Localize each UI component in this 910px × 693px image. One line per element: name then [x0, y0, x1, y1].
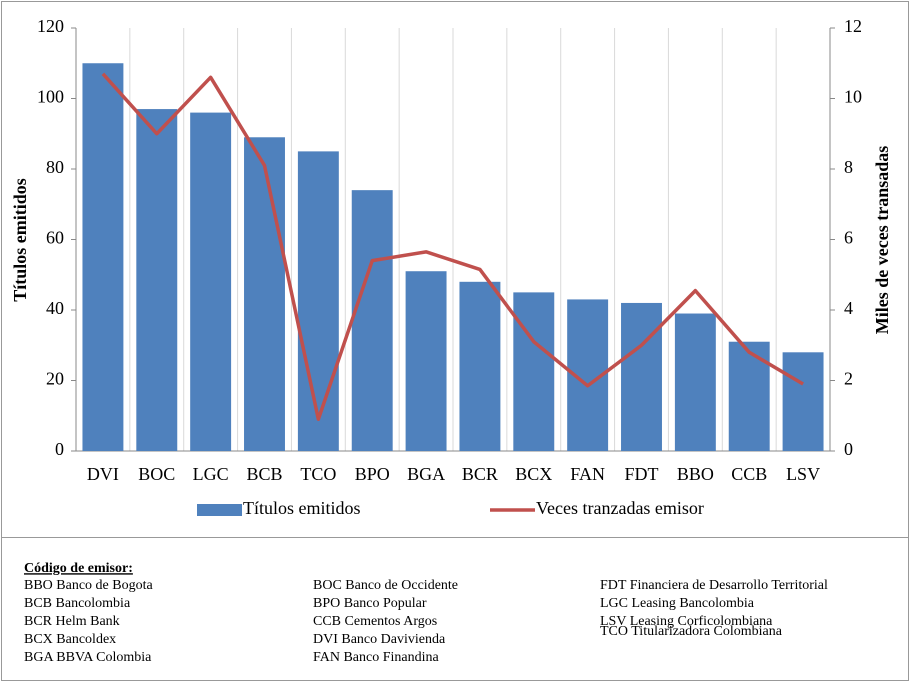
y-tick-label: 100	[37, 87, 64, 107]
notes-entry: TCO Titularizadora Colombiana	[600, 624, 783, 639]
y-axis-title: Títulos emitidos	[10, 178, 30, 302]
x-tick-label: FDT	[624, 464, 658, 484]
y2-tick-label: 6	[844, 228, 853, 248]
notes-entry: BOC Banco de Occidente	[313, 578, 458, 593]
y2-tick-label: 4	[844, 298, 853, 318]
y2-tick-label: 12	[844, 16, 862, 36]
x-tick-label: BGA	[407, 464, 445, 484]
bar	[459, 281, 501, 451]
x-tick-label: BOC	[138, 464, 175, 484]
legend-label: Veces tranzadas emisor	[536, 498, 704, 518]
x-tick-label: LGC	[193, 464, 229, 484]
y-tick-label: 0	[55, 439, 64, 459]
y2-tick-label: 0	[844, 439, 853, 459]
notes-entry: LSV Leasing Corficolombiana	[600, 614, 773, 629]
bar	[82, 63, 124, 451]
x-tick-label: BBO	[677, 464, 714, 484]
notes-entry: CCB Cementos Argos	[313, 614, 437, 629]
notes-title: Código de emisor:	[24, 561, 133, 576]
y2-tick-label: 2	[844, 369, 853, 389]
y-tick-label: 120	[37, 16, 64, 36]
notes-entry: BGA BBVA Colombia	[24, 650, 152, 665]
notes-entry: FDT Financiera de Desarrollo Territorial	[600, 578, 828, 593]
bar	[351, 190, 393, 451]
x-tick-label: BPO	[355, 464, 390, 484]
notes-entry: BPO Banco Popular	[313, 596, 427, 611]
bar	[244, 137, 285, 451]
y-tick-label: 80	[46, 157, 64, 177]
notes-entry: DVI Banco Davivienda	[313, 632, 446, 647]
notes-entry: BBO Banco de Bogota	[24, 578, 153, 593]
bar	[405, 271, 447, 451]
y-tick-label: 60	[46, 228, 64, 248]
bar	[513, 292, 555, 451]
notes-entry: BCR Helm Bank	[24, 614, 120, 629]
x-tick-label: BCX	[515, 464, 552, 484]
x-tick-label: LSV	[786, 464, 820, 484]
notes-entry: BCB Bancolombia	[24, 596, 131, 611]
y-tick-label: 40	[46, 298, 64, 318]
x-tick-label: FAN	[570, 464, 605, 484]
bar	[782, 352, 824, 451]
bar	[674, 313, 716, 451]
y2-tick-label: 8	[844, 157, 853, 177]
y2-tick-label: 10	[844, 87, 862, 107]
x-tick-label: BCR	[462, 464, 498, 484]
notes-entry: FAN Banco Finandina	[313, 650, 440, 665]
line	[101, 72, 804, 422]
bar	[190, 112, 232, 451]
bar	[297, 151, 339, 451]
bar	[136, 109, 178, 451]
x-tick-label: TCO	[300, 464, 336, 484]
notes-entry: LGC Leasing Bancolombia	[600, 596, 755, 611]
bar	[621, 302, 662, 451]
x-tick-label: DVI	[87, 464, 119, 484]
notes-border	[1, 537, 909, 681]
bar	[728, 341, 770, 451]
x-tick-label: BCB	[246, 464, 282, 484]
y2-axis-title: Miles de veces transadas	[872, 146, 892, 334]
legend-swatch	[197, 504, 242, 516]
x-tick-label: CCB	[731, 464, 767, 484]
legend-label: Títulos emitidos	[243, 498, 361, 518]
y-tick-label: 20	[46, 369, 64, 389]
notes-entry: BCX Bancoldex	[24, 632, 116, 647]
